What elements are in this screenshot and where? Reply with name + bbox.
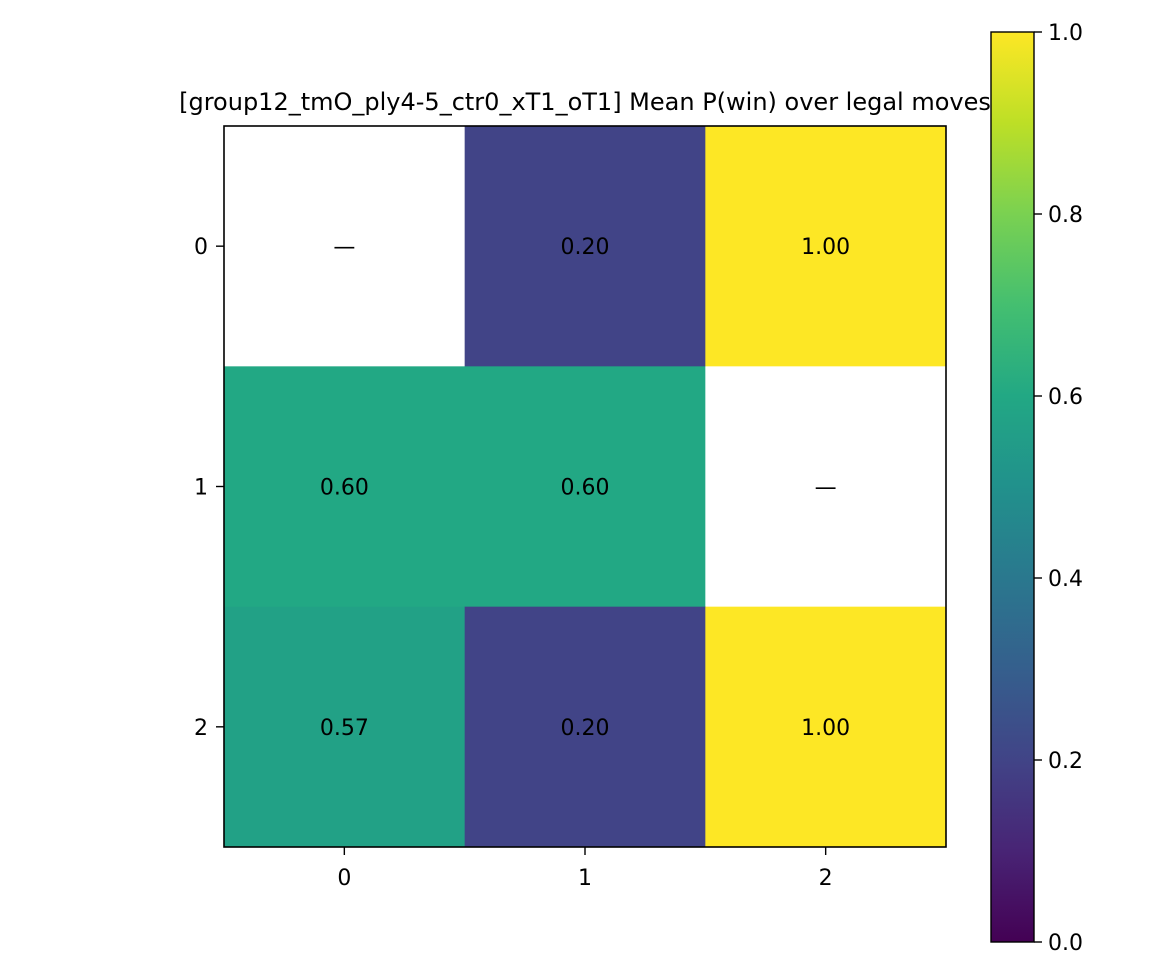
x-tick-label: 0 <box>337 866 351 891</box>
cell-value-label: 0.57 <box>320 716 369 741</box>
cell-value-label: — <box>333 235 355 260</box>
x-tick-label: 1 <box>578 866 592 891</box>
cell-value-label: 0.20 <box>561 716 610 741</box>
x-axis-ticks: 0 1 2 <box>337 847 833 891</box>
colorbar-tick-label: 1.0 <box>1048 21 1083 46</box>
y-tick-label: 1 <box>194 476 208 501</box>
heatmap-cell-labels: — 0.20 1.00 0.60 0.60 — 0.57 0.20 1.00 <box>320 235 850 741</box>
heatmap-cells <box>224 126 947 848</box>
heatmap-cell <box>224 366 466 608</box>
colorbar-tick-label: 0.6 <box>1048 385 1083 410</box>
chart-title: [group12_tmO_ply4-5_ctr0_xT1_oT1] Mean P… <box>179 88 991 116</box>
heatmap-cell <box>464 126 706 367</box>
cell-value-label: 1.00 <box>801 235 850 260</box>
heatmap-cell <box>705 606 947 848</box>
colorbar <box>990 31 1035 943</box>
heatmap-cell <box>464 366 706 608</box>
x-tick-label: 2 <box>819 866 833 891</box>
cell-value-label: 0.60 <box>561 476 610 501</box>
colorbar-tick-label: 0.8 <box>1048 203 1083 228</box>
heatmap-cell <box>224 126 466 367</box>
cell-value-label: — <box>815 476 837 501</box>
colorbar-tick-label: 0.2 <box>1048 749 1083 774</box>
heatmap-cell <box>705 366 947 608</box>
colorbar-tick-label: 0.0 <box>1048 931 1083 956</box>
y-tick-label: 2 <box>194 716 208 741</box>
cell-value-label: 0.20 <box>561 235 610 260</box>
heatmap-cell <box>705 126 947 367</box>
colorbar-tick-label: 0.4 <box>1048 567 1083 592</box>
heatmap-cell <box>464 606 706 848</box>
colorbar-ticks: 0.0 0.2 0.4 0.6 0.8 1.0 <box>1034 21 1083 956</box>
cell-value-label: 0.60 <box>320 476 369 501</box>
cell-value-label: 1.00 <box>801 716 850 741</box>
y-axis-ticks: 0 1 2 <box>194 235 224 741</box>
y-tick-label: 0 <box>194 235 208 260</box>
heatmap-cell <box>224 606 466 848</box>
